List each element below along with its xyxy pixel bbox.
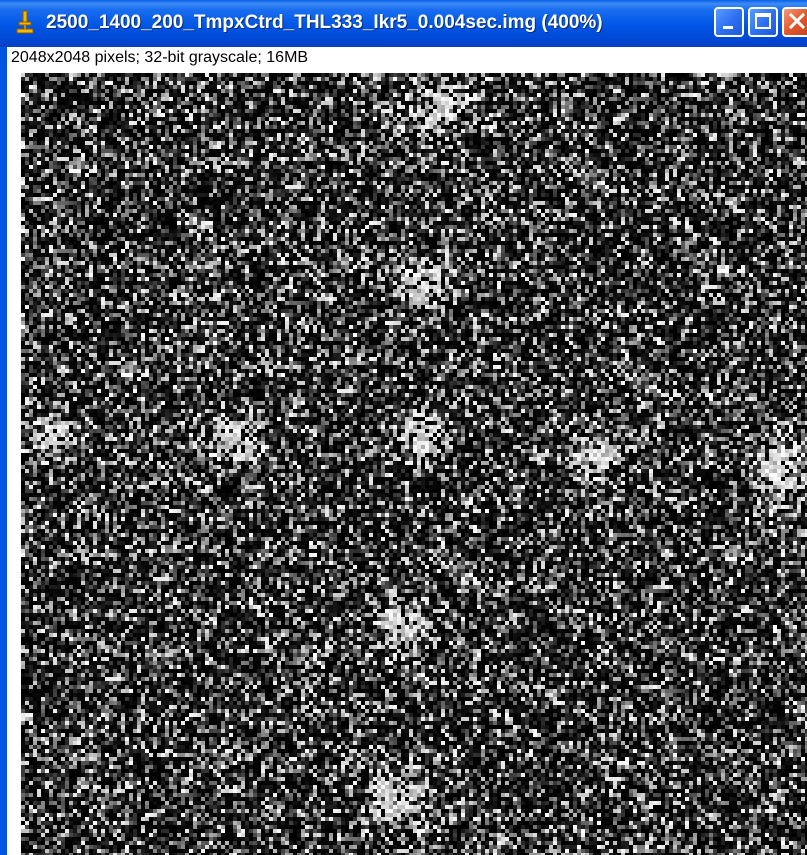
window-title: 2500_1400_200_TmpxCtrd_THL333_Ikr5_0.004…	[46, 8, 603, 38]
close-button[interactable]	[782, 7, 807, 37]
close-icon	[784, 9, 807, 35]
diffraction-image[interactable]	[21, 73, 807, 855]
minimize-button[interactable]	[714, 7, 744, 37]
minimize-icon	[716, 9, 742, 35]
imagej-microscope-icon[interactable]	[14, 10, 36, 34]
maximize-icon	[750, 9, 776, 35]
image-frame	[7, 69, 807, 855]
image-info-bar: 2048x2048 pixels; 32-bit grayscale; 16MB	[7, 47, 807, 69]
maximize-button[interactable]	[748, 7, 778, 37]
image-canvas-area[interactable]	[21, 73, 807, 855]
title-bar[interactable]: 2500_1400_200_TmpxCtrd_THL333_Ikr5_0.004…	[0, 0, 807, 47]
